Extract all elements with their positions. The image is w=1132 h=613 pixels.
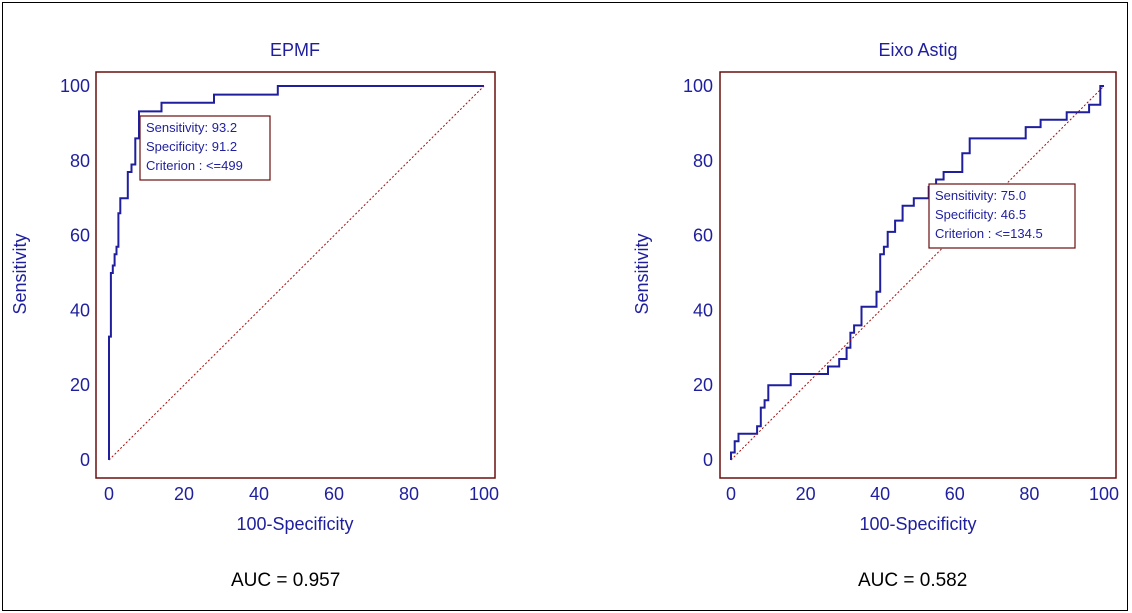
x-tick-label: 80 [399,484,419,504]
chart-title: EPMF [270,40,320,60]
y-tick-label: 0 [80,450,90,470]
y-tick-label: 60 [693,226,713,246]
auc-label-eixo-astig: AUC = 0.582 [858,570,968,591]
tick-group: 0 20 40 60 80 100 0 20 40 60 80 100 [683,76,1119,504]
y-tick-label: 100 [60,76,90,96]
x-tick-label: 20 [174,484,194,504]
x-tick-label: 20 [796,484,816,504]
x-tick-label: 80 [1019,484,1039,504]
x-tick-label: 0 [726,484,736,504]
criterion-box-frame [139,115,271,181]
x-tick-label: 40 [870,484,890,504]
roc-curve-line [108,85,484,460]
y-tick-label: 60 [70,226,90,246]
criterion-box: Sensitivity: 93.2 Specificity: 91.2 Crit… [139,115,271,181]
chart-title: Eixo Astig [878,40,957,60]
y-tick-label: 40 [70,300,90,320]
reference-diagonal-line [108,85,485,461]
roc-chart-epmf: EPMF Sensitivity 100-Specificity 0 20 40 60… [10,40,499,534]
roc-marks [108,85,485,461]
y-tick-label: 80 [70,151,90,171]
sensitivity-value: Sensitivity: 75.0 [935,188,1026,203]
x-tick-label: 40 [249,484,269,504]
x-tick-label: 100 [1089,484,1119,504]
x-tick-label: 60 [945,484,965,504]
x-tick-label: 0 [104,484,114,504]
specificity-value: Specificity: 91.2 [146,139,237,154]
x-tick-label: 100 [469,484,499,504]
criterion-value: Criterion : <=499 [146,158,243,173]
sensitivity-value: Sensitivity: 93.2 [146,120,237,135]
y-axis-label: Sensitivity [632,233,652,314]
roc-curve-line [730,85,1104,460]
plot-area [719,71,1117,479]
y-tick-label: 80 [693,151,713,171]
y-tick-label: 20 [70,375,90,395]
x-axis-label: 100-Specificity [859,514,976,534]
roc-chart-eixo-astig: Eixo Astig Sensitivity 100-Specificity 0… [632,40,1119,534]
y-axis-label: Sensitivity [10,233,30,314]
auc-label-epmf: AUC = 0.957 [231,570,341,591]
criterion-box-frame [928,183,1076,249]
x-tick-label: 60 [324,484,344,504]
y-tick-label: 40 [693,300,713,320]
criterion-box: Sensitivity: 75.0 Specificity: 46.5 Crit… [928,183,1076,249]
reference-diagonal-line [730,85,1105,461]
tick-group: 0 20 40 60 80 100 0 20 40 60 80 100 [60,76,499,504]
criterion-value: Criterion : <=134.5 [935,226,1043,241]
y-tick-label: 0 [703,450,713,470]
specificity-value: Specificity: 46.5 [935,207,1026,222]
y-tick-label: 100 [683,76,713,96]
roc-marks [730,85,1105,461]
x-axis-label: 100-Specificity [236,514,353,534]
y-tick-label: 20 [693,375,713,395]
plot-area [95,71,496,479]
